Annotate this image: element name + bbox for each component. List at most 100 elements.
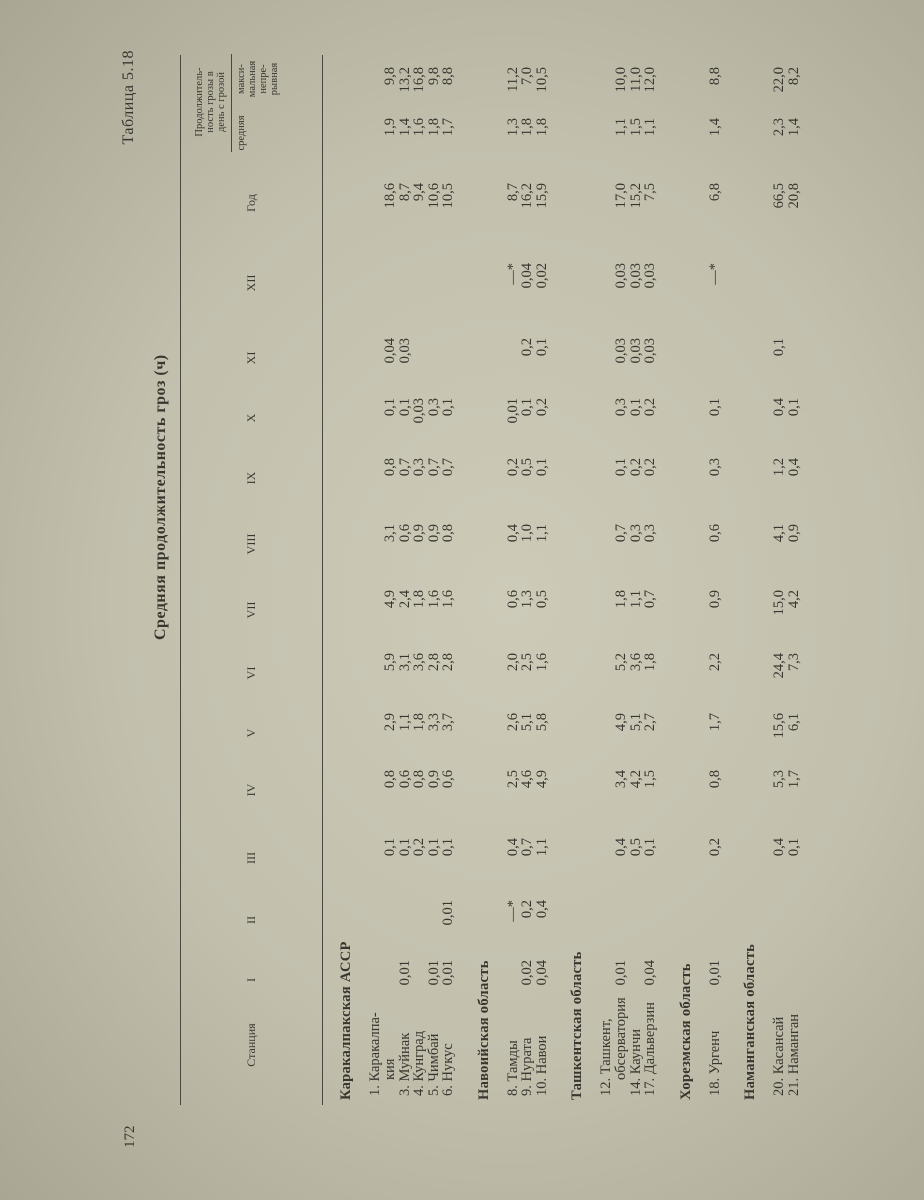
region-heading: Навоийская область [475, 960, 492, 1100]
table-cell: 0,04 [533, 960, 550, 986]
table-cell: 0,01 [613, 960, 629, 986]
table-number: Таблица 5.18 [120, 50, 137, 145]
header-month: XII [244, 274, 258, 292]
table-cell: —* [504, 900, 521, 922]
table-cell: 1,1 [613, 118, 629, 137]
table-cell: 0,02 [519, 960, 535, 986]
table-cell: 0,5 [519, 458, 535, 477]
station-name: 14. Каунчи [627, 1029, 644, 1096]
table-cell: 0,4 [785, 458, 802, 477]
table-cell: 1,7 [440, 118, 456, 137]
table-cell: 2,6 [504, 713, 521, 732]
header-duration-rule [231, 54, 232, 152]
header-month: I [244, 978, 258, 982]
table-cell: 8,8 [706, 67, 723, 86]
table-cell: 0,4 [771, 838, 787, 857]
table-cell: 2,2 [706, 653, 723, 672]
table-cell: 1,7 [706, 713, 723, 732]
table-cell: 5,1 [627, 713, 644, 732]
table-cell: 6,8 [706, 183, 723, 202]
station-name: 4. Кунград [411, 1030, 427, 1096]
table-cell: 0,9 [425, 770, 442, 789]
station-name: 12. Ташкент, [598, 1018, 614, 1096]
header-station: Станция [244, 1023, 258, 1067]
table-cell: 0,02 [533, 263, 550, 289]
header-duration-group: Продолжитель- ность грозы в день с грозо… [194, 67, 227, 137]
table-cell: 11,0 [627, 67, 644, 92]
table-cell: 0,03 [627, 338, 644, 364]
table-cell: 1,8 [519, 118, 535, 137]
table-cell: 4,9 [613, 713, 629, 732]
table-cell: 0,1 [785, 838, 802, 857]
table-cell: 2,0 [504, 653, 521, 672]
table-cell: 1,6 [411, 118, 427, 137]
table-cell: 7,5 [642, 183, 658, 202]
table-cell: 15,6 [771, 713, 787, 739]
table-cell: 1,8 [425, 118, 442, 137]
table-cell: 10,0 [613, 67, 629, 93]
table-cell: 0,1 [396, 398, 413, 417]
table-cell: 4,9 [382, 590, 398, 609]
table-cell: 12,0 [642, 67, 658, 93]
station-name-cont: кия [382, 1058, 398, 1080]
header-duration-avg: средняя [236, 115, 247, 151]
header-year: Год [244, 194, 258, 212]
table-cell: 1,8 [411, 713, 427, 732]
table-cell: 0,3 [627, 524, 644, 543]
table-cell: 3,1 [382, 524, 398, 543]
table-cell: 0,3 [613, 398, 629, 417]
table-cell: 1,4 [706, 118, 723, 137]
table-cell: 0,1 [785, 398, 802, 417]
table-cell: 0,03 [613, 338, 629, 364]
region-heading: Хорезмская область [677, 963, 694, 1100]
table-cell: 0,7 [425, 458, 442, 477]
table-cell: 4,2 [627, 770, 644, 789]
table-cell: 0,1 [440, 398, 456, 417]
station-name-cont: обсерватория [613, 997, 629, 1080]
table-cell: 5,3 [771, 770, 787, 789]
header-duration-max: макси- мальная непре- рывная [236, 60, 280, 98]
table-cell: 1,7 [785, 770, 802, 789]
table-cell: 2,8 [440, 653, 456, 672]
table-cell: 0,2 [533, 398, 550, 417]
header-month: IX [244, 471, 258, 485]
table-cell: 10,6 [425, 183, 442, 209]
table-cell: 16,2 [519, 183, 535, 209]
table-cell: 0,8 [411, 770, 427, 789]
table-cell: 1,6 [533, 653, 550, 672]
table-cell: 0,2 [642, 458, 658, 477]
table-cell: 1,6 [440, 590, 456, 609]
table-cell: 0,7 [396, 458, 413, 477]
table-cell: 9,4 [411, 183, 427, 202]
table-cell: 9,8 [382, 67, 398, 86]
table-cell: 0,03 [613, 263, 629, 289]
table-cell: 0,1 [519, 398, 535, 417]
table-cell: 3,7 [440, 713, 456, 732]
table-cell: 0,01 [706, 960, 723, 986]
table-cell: 1,1 [627, 590, 644, 609]
table-cell: 0,2 [519, 900, 535, 919]
table-cell: 6,1 [785, 713, 802, 732]
table-cell: 0,2 [706, 838, 723, 857]
table-cell: 1,1 [396, 713, 413, 732]
table-cell: 0,1 [771, 338, 787, 357]
table-cell: 1,4 [396, 118, 413, 137]
station-name: 8. Тамды [504, 1040, 521, 1096]
table-cell: 0,04 [519, 263, 535, 289]
table-cell: 0,7 [440, 458, 456, 477]
region-heading: Каракалпакская АССР [338, 941, 354, 1100]
table-cell: 0,8 [440, 524, 456, 543]
table-cell: 11,2 [504, 67, 521, 92]
table-cell: 0,04 [382, 338, 398, 364]
table-cell: 16,8 [411, 67, 427, 93]
table-cell: 0,1 [396, 838, 413, 857]
table-cell: 15,2 [627, 183, 644, 209]
table-cell: 3,6 [627, 653, 644, 672]
table-cell: 0,03 [642, 263, 658, 289]
table-cell: 0,03 [396, 338, 413, 364]
table-cell: 5,2 [613, 653, 629, 672]
table-cell: 3,4 [613, 770, 629, 789]
table-cell: 0,01 [440, 900, 456, 926]
